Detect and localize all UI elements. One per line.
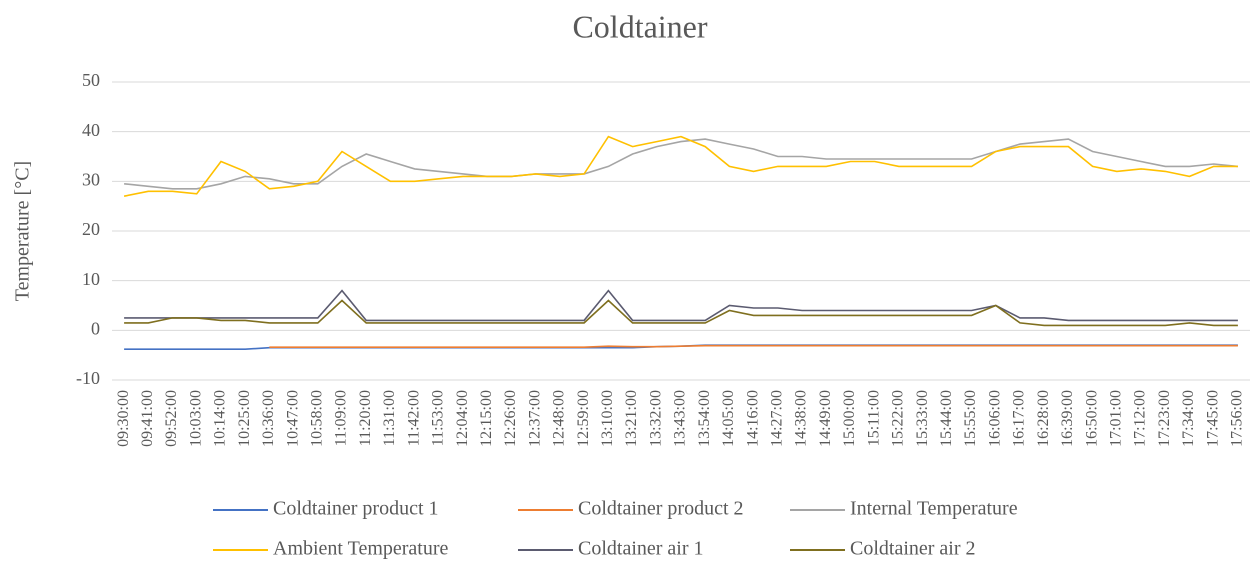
x-tick-label: 09:52:00 bbox=[163, 390, 180, 447]
series-line bbox=[124, 138, 1238, 190]
x-tick-label: 13:32:00 bbox=[647, 390, 664, 447]
legend-label: Internal Temperature bbox=[850, 498, 1018, 520]
chart-title: Coldtainer bbox=[572, 8, 707, 44]
x-tick-label: 12:59:00 bbox=[575, 390, 592, 447]
x-tick-label: 11:42:00 bbox=[405, 390, 422, 446]
x-tick-label: 09:30:00 bbox=[115, 390, 132, 447]
series-line bbox=[124, 299, 1238, 327]
x-tick-label: 15:55:00 bbox=[962, 390, 979, 447]
x-tick-label: 12:04:00 bbox=[454, 390, 471, 447]
series-line bbox=[124, 289, 1238, 322]
x-tick-label: 15:33:00 bbox=[914, 390, 931, 447]
y-tick-label: 20 bbox=[82, 219, 100, 239]
x-tick-label: 15:11:00 bbox=[865, 390, 882, 446]
legend-label: Coldtainer product 2 bbox=[578, 498, 744, 520]
x-tick-label: 11:53:00 bbox=[430, 390, 447, 446]
x-tick-label: 13:21:00 bbox=[623, 390, 640, 447]
legend-label: Coldtainer air 1 bbox=[578, 538, 704, 560]
y-axis-label: Temperature [°C] bbox=[12, 161, 34, 301]
x-tick-label: 17:23:00 bbox=[1156, 390, 1173, 447]
x-tick-label: 09:41:00 bbox=[139, 390, 156, 447]
x-tick-label: 17:12:00 bbox=[1132, 390, 1149, 447]
y-tick-label: 40 bbox=[82, 120, 100, 140]
x-tick-label: 15:22:00 bbox=[890, 390, 907, 447]
x-tick-label: 15:44:00 bbox=[938, 390, 955, 447]
x-tick-label: 17:56:00 bbox=[1229, 390, 1246, 447]
legend-label: Coldtainer air 2 bbox=[850, 538, 976, 560]
x-tick-label: 13:54:00 bbox=[696, 390, 713, 447]
x-tick-label: 14:49:00 bbox=[817, 390, 834, 447]
x-tick-label: 14:16:00 bbox=[744, 390, 761, 447]
y-tick-label: 30 bbox=[82, 169, 100, 189]
x-tick-label: 17:34:00 bbox=[1180, 390, 1197, 447]
x-tick-label: 17:45:00 bbox=[1204, 390, 1221, 447]
x-tick-label: 10:58:00 bbox=[308, 390, 325, 447]
x-tick-label: 16:17:00 bbox=[1011, 390, 1028, 447]
x-tick-label: 10:47:00 bbox=[284, 390, 301, 447]
y-tick-label: 50 bbox=[82, 70, 100, 90]
y-tick-label: 0 bbox=[91, 318, 100, 338]
x-tick-label: 10:14:00 bbox=[212, 390, 229, 447]
series-line bbox=[123, 135, 1238, 197]
x-tick-label: 10:03:00 bbox=[187, 390, 204, 447]
x-tick-label: 13:43:00 bbox=[672, 390, 689, 447]
x-tick-label: 16:28:00 bbox=[1035, 390, 1052, 447]
series-line bbox=[269, 344, 1238, 348]
x-tick-label: 12:37:00 bbox=[526, 390, 543, 447]
x-tick-label: 12:26:00 bbox=[502, 390, 519, 447]
x-tick-label: 16:50:00 bbox=[1083, 390, 1100, 447]
x-tick-label: 10:36:00 bbox=[260, 390, 277, 447]
x-tick-label: 11:31:00 bbox=[381, 390, 398, 446]
legend-label: Coldtainer product 1 bbox=[273, 498, 439, 520]
x-tick-label: 13:10:00 bbox=[599, 390, 616, 447]
x-tick-label: 16:39:00 bbox=[1059, 390, 1076, 447]
x-tick-label: 10:25:00 bbox=[236, 390, 253, 447]
x-tick-label: 14:38:00 bbox=[793, 390, 810, 447]
y-tick-label: 10 bbox=[82, 269, 100, 289]
x-tick-label: 12:15:00 bbox=[478, 390, 495, 447]
x-tick-label: 16:06:00 bbox=[986, 390, 1003, 447]
x-tick-label: 12:48:00 bbox=[551, 390, 568, 447]
legend-label: Ambient Temperature bbox=[273, 538, 449, 560]
x-tick-label: 11:20:00 bbox=[357, 390, 374, 446]
x-tick-label: 11:09:00 bbox=[333, 390, 350, 446]
y-tick-label: -10 bbox=[76, 368, 100, 388]
x-tick-label: 14:05:00 bbox=[720, 390, 737, 447]
x-tick-label: 15:00:00 bbox=[841, 390, 858, 447]
x-tick-label: 17:01:00 bbox=[1108, 390, 1125, 447]
x-tick-label: 14:27:00 bbox=[769, 390, 786, 447]
